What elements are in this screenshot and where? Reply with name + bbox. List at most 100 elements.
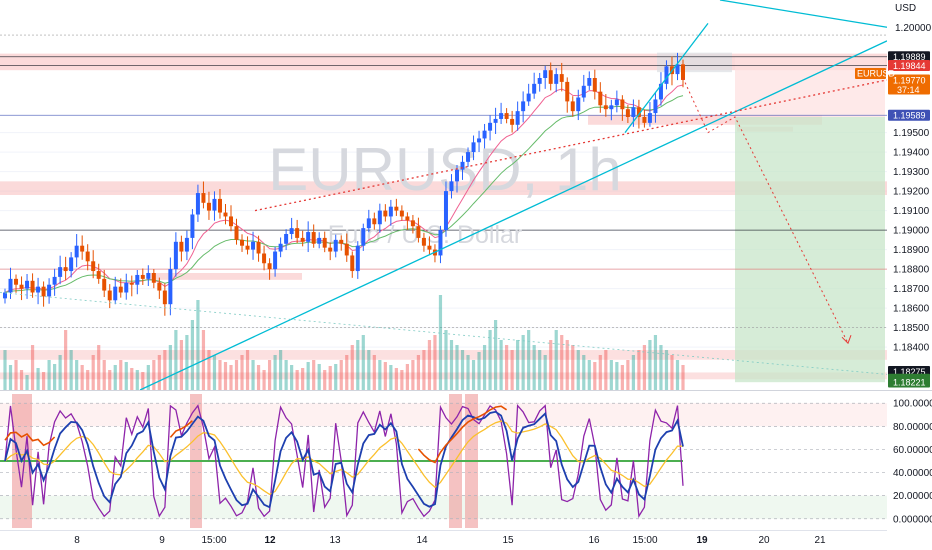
candle-body[interactable] bbox=[234, 226, 239, 240]
candle-body[interactable] bbox=[135, 274, 140, 285]
oscillator-pane[interactable] bbox=[0, 394, 887, 528]
candle-body[interactable] bbox=[681, 64, 685, 80]
candle-body[interactable] bbox=[118, 286, 123, 293]
candle-body[interactable] bbox=[201, 193, 206, 203]
candle-body[interactable] bbox=[399, 210, 404, 217]
candle-body[interactable] bbox=[449, 181, 454, 192]
candle-body[interactable] bbox=[74, 245, 79, 258]
drawings[interactable] bbox=[0, 0, 888, 391]
candle-body[interactable] bbox=[355, 245, 360, 272]
candle-body[interactable] bbox=[96, 271, 101, 279]
candle-body[interactable] bbox=[410, 220, 415, 227]
trendline-short[interactable] bbox=[624, 23, 709, 133]
candle-body[interactable] bbox=[339, 239, 344, 244]
candle-body[interactable] bbox=[69, 257, 74, 272]
candle-body[interactable] bbox=[8, 278, 13, 293]
candle-body[interactable] bbox=[102, 278, 107, 291]
candle-body[interactable] bbox=[515, 111, 520, 125]
candle-body[interactable] bbox=[41, 286, 46, 297]
candle-body[interactable] bbox=[289, 228, 294, 234]
candle-body[interactable] bbox=[295, 228, 300, 238]
candle-body[interactable] bbox=[113, 286, 118, 301]
candle-body[interactable] bbox=[372, 218, 377, 225]
candle-body[interactable] bbox=[85, 251, 90, 262]
candle-body[interactable] bbox=[653, 99, 658, 114]
candle-body[interactable] bbox=[19, 284, 24, 289]
candle-body[interactable] bbox=[129, 282, 134, 285]
candle-body[interactable] bbox=[455, 169, 459, 182]
candle-body[interactable] bbox=[333, 239, 338, 252]
candle-body[interactable] bbox=[488, 122, 493, 131]
candle-body[interactable] bbox=[223, 212, 228, 217]
candle-body[interactable] bbox=[510, 118, 515, 125]
candle-body[interactable] bbox=[212, 198, 217, 211]
candle-body[interactable] bbox=[3, 292, 7, 299]
candle-body[interactable] bbox=[521, 101, 526, 112]
candle-body[interactable] bbox=[306, 232, 311, 242]
candle-body[interactable] bbox=[460, 161, 465, 170]
candle-body[interactable] bbox=[124, 282, 129, 293]
candle-body[interactable] bbox=[25, 280, 30, 289]
candle-body[interactable] bbox=[311, 232, 316, 244]
projection-path[interactable] bbox=[682, 77, 849, 344]
candle-body[interactable] bbox=[504, 113, 509, 119]
candle-body[interactable] bbox=[190, 214, 195, 238]
candle-body[interactable] bbox=[598, 91, 603, 106]
candle-body[interactable] bbox=[620, 99, 625, 110]
candle-body[interactable] bbox=[344, 243, 349, 256]
candle-body[interactable] bbox=[217, 198, 222, 213]
candle-body[interactable] bbox=[80, 245, 85, 252]
candle-body[interactable] bbox=[278, 243, 283, 252]
candle-body[interactable] bbox=[675, 64, 680, 75]
candle-body[interactable] bbox=[570, 101, 575, 112]
candle-body[interactable] bbox=[140, 274, 145, 279]
candle-body[interactable] bbox=[361, 228, 366, 246]
candle-body[interactable] bbox=[388, 206, 393, 217]
candle-body[interactable] bbox=[466, 152, 471, 162]
candle-body[interactable] bbox=[47, 284, 52, 297]
candle-body[interactable] bbox=[377, 210, 382, 225]
candlesticks[interactable] bbox=[3, 52, 685, 316]
candle-body[interactable] bbox=[405, 216, 410, 221]
candle-body[interactable] bbox=[592, 78, 597, 92]
candle-body[interactable] bbox=[383, 210, 388, 217]
candle-body[interactable] bbox=[322, 237, 327, 248]
candle-body[interactable] bbox=[631, 107, 636, 117]
candle-body[interactable] bbox=[421, 237, 426, 246]
candle-body[interactable] bbox=[609, 105, 614, 110]
candle-body[interactable] bbox=[482, 130, 487, 139]
candle-body[interactable] bbox=[636, 107, 641, 117]
candle-body[interactable] bbox=[443, 191, 448, 231]
candle-body[interactable] bbox=[168, 269, 173, 305]
candle-body[interactable] bbox=[179, 241, 184, 252]
candle-body[interactable] bbox=[107, 290, 112, 301]
candle-body[interactable] bbox=[565, 81, 570, 102]
candle-body[interactable] bbox=[195, 193, 200, 215]
candle-body[interactable] bbox=[394, 206, 399, 211]
candle-body[interactable] bbox=[559, 74, 564, 82]
candle-body[interactable] bbox=[30, 280, 35, 293]
candle-body[interactable] bbox=[229, 216, 233, 227]
trendline-support[interactable] bbox=[139, 40, 888, 391]
candle-body[interactable] bbox=[493, 118, 498, 123]
candle-body[interactable] bbox=[91, 261, 96, 272]
candle-body[interactable] bbox=[146, 273, 151, 279]
trendline-upper[interactable] bbox=[719, 0, 888, 28]
candle-body[interactable] bbox=[284, 234, 289, 244]
candle-body[interactable] bbox=[532, 83, 537, 94]
candle-body[interactable] bbox=[157, 282, 162, 291]
candle-body[interactable] bbox=[184, 237, 189, 252]
candle-body[interactable] bbox=[328, 247, 333, 252]
candle-body[interactable] bbox=[173, 241, 178, 270]
candle-body[interactable] bbox=[251, 241, 256, 250]
candle-body[interactable] bbox=[587, 78, 592, 86]
candle-body[interactable] bbox=[52, 276, 57, 285]
candle-body[interactable] bbox=[471, 142, 476, 153]
candle-body[interactable] bbox=[548, 70, 553, 84]
candle-body[interactable] bbox=[262, 253, 267, 264]
candle-body[interactable] bbox=[240, 239, 245, 246]
candle-body[interactable] bbox=[273, 251, 278, 270]
candle-body[interactable] bbox=[537, 78, 542, 84]
candle-body[interactable] bbox=[499, 113, 504, 119]
